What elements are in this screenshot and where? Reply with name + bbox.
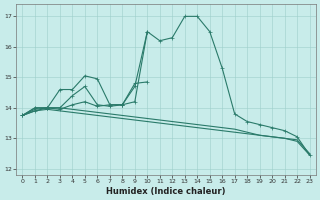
X-axis label: Humidex (Indice chaleur): Humidex (Indice chaleur) (106, 187, 226, 196)
